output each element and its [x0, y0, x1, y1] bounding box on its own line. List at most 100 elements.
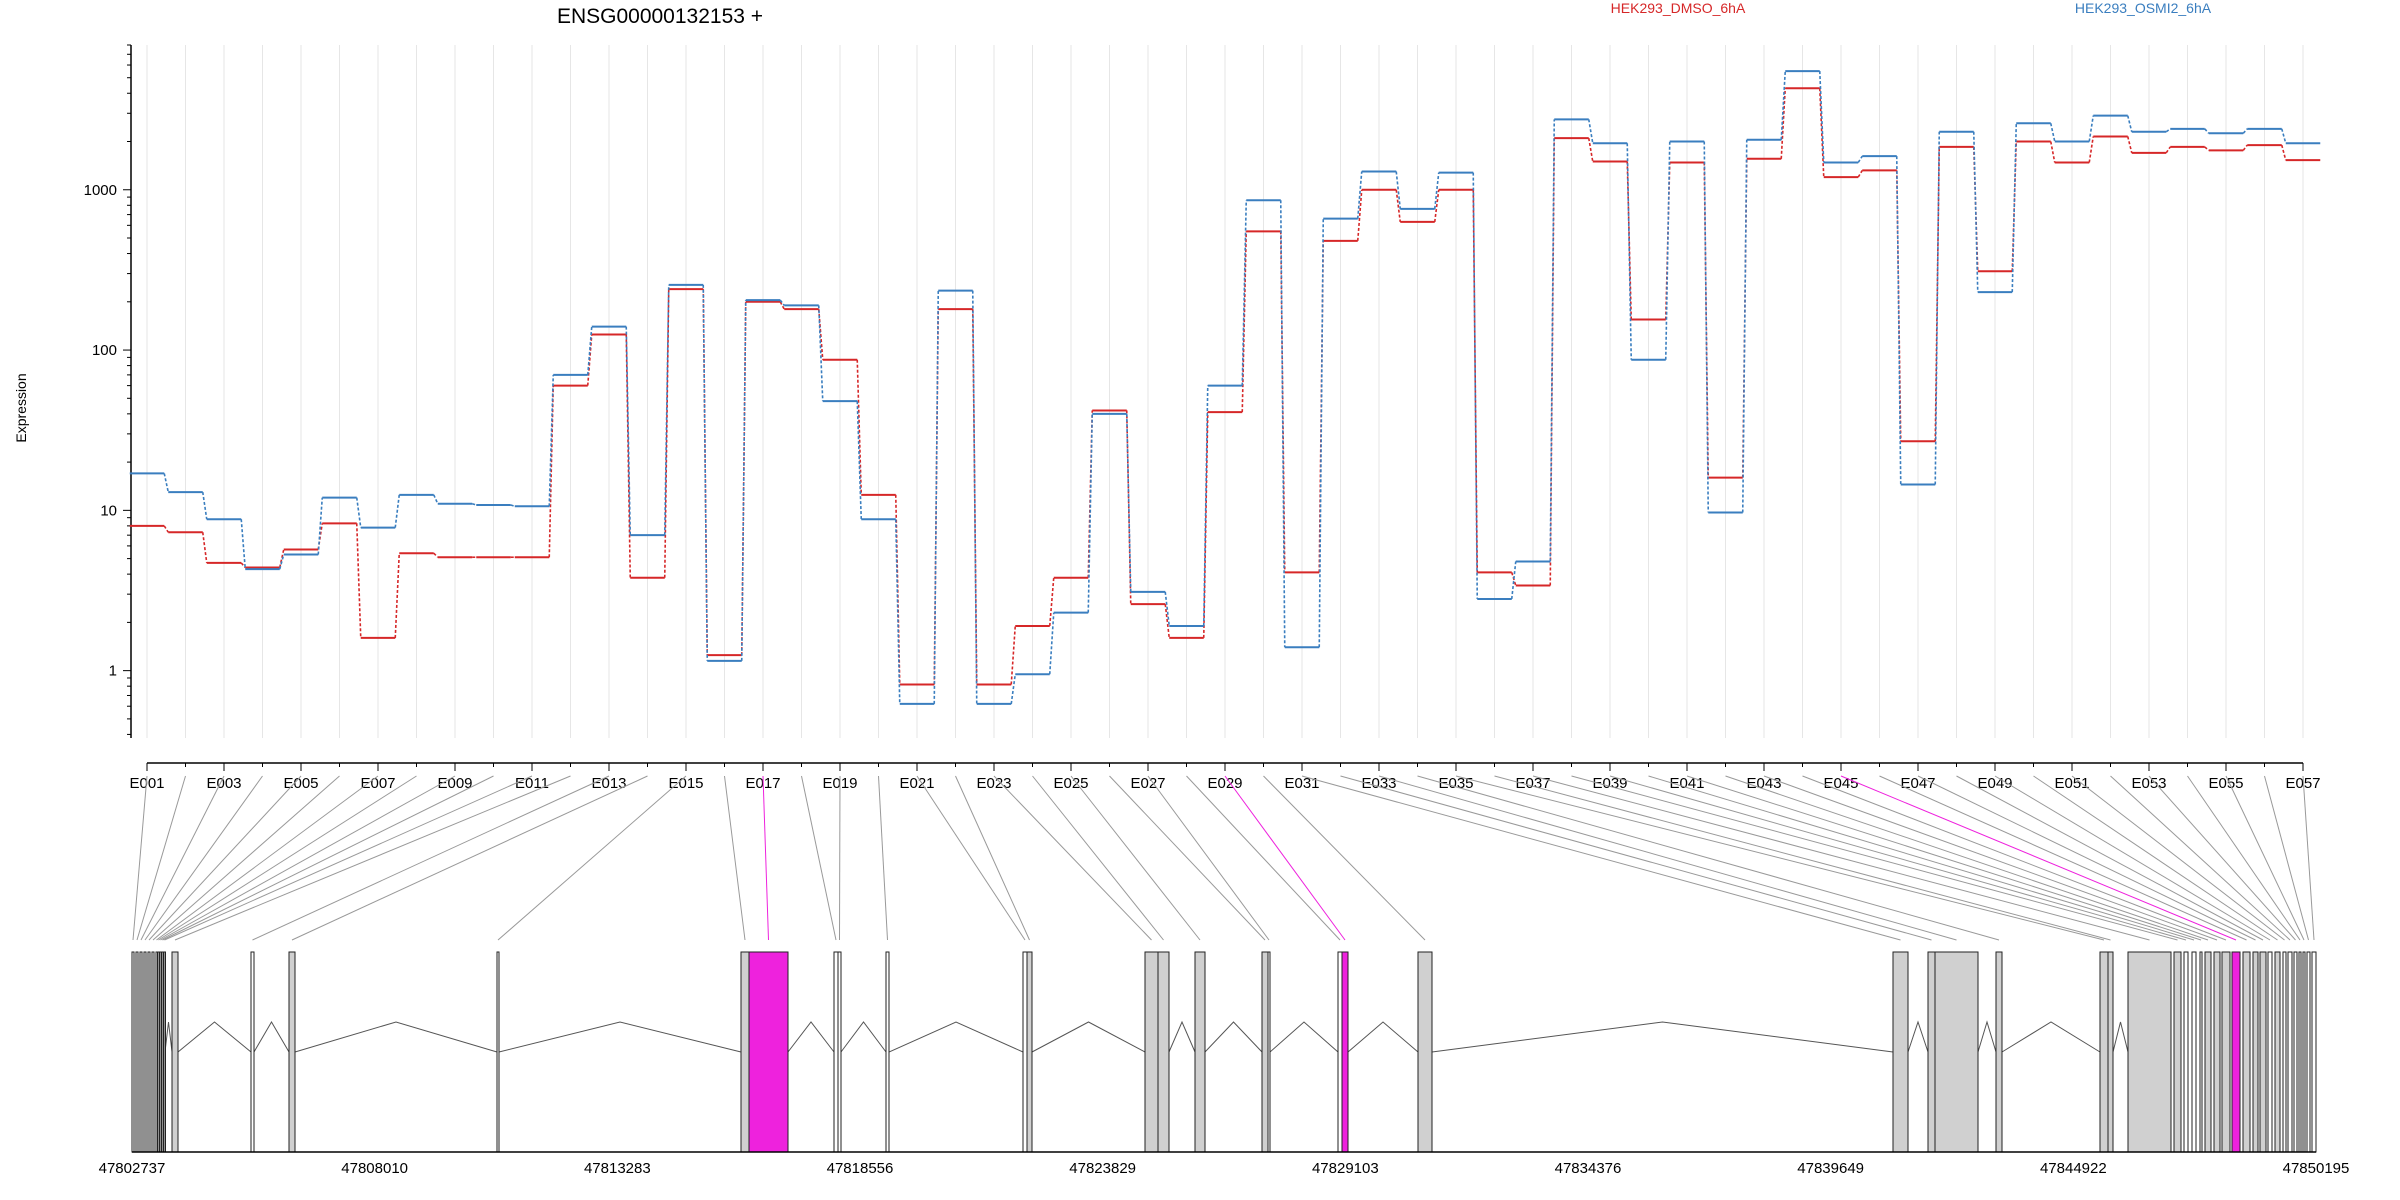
segment-hek293-osmi2-6ha-e004 — [278, 554, 285, 570]
intron-11 — [164, 1021, 173, 1053]
exon-block-e002 — [135, 951, 139, 1153]
segment-hek293-osmi2-6ha-e025 — [1087, 413, 1094, 613]
segment-hek293-dmso-6ha-e019 — [856, 359, 863, 495]
segment-hek293-dmso-6ha-e037 — [1549, 138, 1556, 586]
connector-e011 — [164, 775, 533, 941]
x-tick-label-e009: E009 — [437, 775, 472, 792]
segment-hek293-dmso-6ha-e050 — [2049, 141, 2056, 163]
series-hek293-osmi2-6ha — [129, 70, 2321, 705]
connector-e053 — [2148, 775, 2296, 941]
exon-block-e020 — [885, 951, 890, 1153]
x-tick-label-e021: E021 — [899, 775, 934, 792]
segment-hek293-osmi2-6ha-e043 — [1780, 71, 1787, 140]
segment-hek293-osmi2-6ha-e003 — [240, 519, 247, 570]
coordinate-label-47813283: 47813283 — [584, 1160, 651, 1177]
connector-e035 — [1455, 775, 2105, 941]
exon-block-e039 — [2183, 951, 2189, 1153]
segment-hek293-osmi2-6ha-e044 — [1818, 71, 1825, 163]
segment-hek293-dmso-6ha-e001 — [163, 525, 169, 533]
intron-36 — [2112, 1021, 2129, 1053]
connector-e005 — [148, 775, 302, 941]
exon-block-e043 — [2213, 951, 2221, 1153]
exon-block-e056 — [2306, 951, 2311, 1153]
exon-block-e019 — [837, 951, 842, 1153]
exon-block-e029 — [1341, 951, 1349, 1153]
connector-e007 — [156, 775, 379, 941]
connector-e046 — [1879, 775, 2247, 941]
x-tick-label-e031: E031 — [1284, 775, 1319, 792]
exon-block-e036 — [2107, 951, 2114, 1153]
intron-24 — [1168, 1020, 1196, 1053]
intron-34 — [2001, 1021, 2101, 1053]
connector-e050 — [2033, 775, 2278, 941]
segment-hek293-osmi2-6ha-e017 — [779, 299, 785, 306]
segment-hek293-dmso-6ha-e033 — [1395, 189, 1402, 223]
segment-hek293-osmi2-6ha-e024 — [1048, 612, 1055, 675]
connector-e029 — [1224, 775, 1346, 941]
x-tick-label-e029: E029 — [1207, 775, 1242, 792]
connector-e018 — [801, 775, 837, 941]
connector-e032 — [1340, 775, 1932, 941]
exon-block-e006 — [151, 951, 155, 1153]
segment-hek293-osmi2-6ha-e050 — [2049, 123, 2056, 142]
x-axis: E001 E003 E005 E007 E009 E011 E013 E015 E017 E019… — [129, 762, 2321, 792]
segment-hek293-osmi2-6ha-e034 — [1433, 172, 1440, 209]
segment-hek293-osmi2-6ha-e016 — [740, 300, 747, 661]
exon-block-e040 — [2191, 951, 2197, 1153]
coordinate-label-47818556: 47818556 — [827, 1160, 894, 1177]
x-tick-label-e007: E007 — [360, 775, 395, 792]
connector-e037 — [1532, 775, 2150, 941]
connector-e026 — [1109, 775, 1266, 941]
segment-hek293-dmso-6ha-e038 — [1587, 137, 1594, 162]
exon-block-e031 — [1892, 951, 1909, 1153]
connector-e020 — [878, 775, 888, 941]
intron-27 — [1269, 1021, 1339, 1053]
x-tick-label-e003: E003 — [206, 775, 241, 792]
exon-block-e057 — [2311, 951, 2317, 1153]
exon-block-e008 — [157, 951, 160, 1153]
exon-block-e027 — [1267, 951, 1271, 1153]
segment-hek293-dmso-6ha-e055 — [2242, 144, 2248, 151]
segment-hek293-dmso-6ha-e051 — [2088, 136, 2095, 163]
exon-block-e003 — [139, 951, 143, 1153]
connector-e025 — [1070, 775, 1201, 941]
segment-hek293-dmso-6ha-e035 — [1472, 189, 1479, 573]
exon-block-e021 — [1022, 951, 1028, 1153]
connector-e003 — [140, 775, 225, 941]
coordinate-label-47834376: 47834376 — [1555, 1160, 1622, 1177]
y-tick-label-10: 10 — [100, 502, 117, 519]
connector-e024 — [1032, 775, 1164, 941]
exon-block-e005 — [147, 951, 151, 1153]
coordinate-label-47802737: 47802737 — [99, 1160, 166, 1177]
x-tick-label-e011: E011 — [515, 775, 549, 792]
coordinate-label-47839649: 47839649 — [1797, 1160, 1864, 1177]
segment-hek293-osmi2-6ha-e056 — [2280, 128, 2287, 144]
x-tick-label-e005: E005 — [283, 775, 318, 792]
connector-e013 — [252, 775, 610, 941]
segment-hek293-osmi2-6ha-e048 — [1972, 131, 1979, 293]
intron-13 — [253, 1021, 290, 1053]
x-tick-label-e053: E053 — [2131, 775, 2166, 792]
connector-e047 — [1917, 775, 2256, 941]
coordinate-label-47823829: 47823829 — [1069, 1160, 1136, 1177]
exon-block-e030 — [1417, 951, 1433, 1153]
segment-hek293-osmi2-6ha-e018 — [817, 305, 824, 402]
segment-hek293-dmso-6ha-e018 — [817, 309, 824, 360]
legend-entry-dmso: HEK293_DMSO_6hA — [1611, 0, 1746, 16]
exon-block-e034 — [1995, 951, 2003, 1153]
coordinate-label-47808010: 47808010 — [341, 1160, 408, 1177]
segment-hek293-dmso-6ha-e053 — [2165, 146, 2171, 154]
intron-20 — [888, 1021, 1024, 1053]
segment-hek293-osmi2-6ha-e014 — [663, 284, 670, 536]
connector-e045 — [1840, 775, 2237, 941]
intron-17 — [787, 1021, 835, 1053]
segment-hek293-osmi2-6ha-e041 — [1703, 141, 1710, 513]
exon-block-e013 — [250, 951, 255, 1153]
segment-hek293-osmi2-6ha-e015 — [702, 284, 709, 661]
exon-block-e012 — [171, 951, 179, 1153]
segment-hek293-osmi2-6ha-e012 — [586, 326, 593, 375]
segment-hek293-osmi2-6ha-e031 — [1318, 218, 1325, 648]
segment-hek293-dmso-6ha-e040 — [1664, 162, 1671, 320]
x-tick-label-e033: E033 — [1361, 775, 1396, 792]
